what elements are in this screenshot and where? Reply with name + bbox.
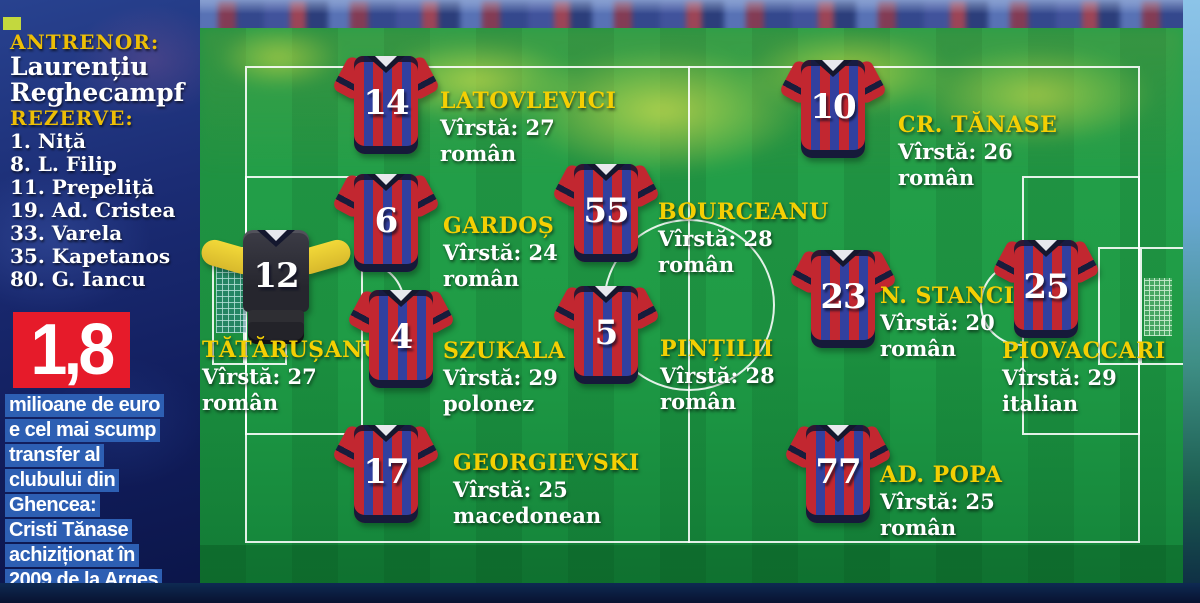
- player-nationality: român: [440, 141, 517, 166]
- player-name: GEORGIEVSKI: [453, 450, 640, 476]
- shirt-number: 5: [594, 313, 619, 353]
- jersey-icon: 17: [331, 421, 441, 523]
- player-nationality: polonez: [443, 391, 535, 416]
- shirt-number: 25: [1023, 267, 1069, 307]
- shirt-number: 14: [363, 83, 409, 123]
- gk-jersey-body: 12: [243, 230, 309, 312]
- player-age: Vîrstă: 28: [660, 363, 775, 388]
- coach-first-name: Laurențiu: [10, 52, 149, 81]
- shirt-number: 17: [363, 452, 409, 492]
- player-nationality: italian: [1002, 391, 1079, 416]
- story-line: achiziționat în: [5, 544, 139, 567]
- player-name: LATOVLEVICI: [440, 88, 617, 114]
- jersey-icon: 5: [551, 282, 661, 384]
- goal-area-right: [1098, 247, 1140, 365]
- player-age: Vîrstă: 25: [880, 489, 995, 514]
- player-nationality: român: [658, 252, 735, 277]
- jersey-icon: 55: [551, 160, 661, 262]
- jersey-icon: 23: [788, 246, 898, 348]
- shirt-number: 77: [815, 452, 861, 492]
- coach-label: ANTRENOR:: [10, 30, 160, 54]
- player-name: GARDOȘ: [443, 213, 555, 239]
- jersey-icon: 4: [346, 286, 456, 388]
- player-age: Vîrstă: 27: [440, 115, 555, 140]
- reserve-item: 35. Kapetanos: [10, 244, 171, 268]
- player-nationality: macedonean: [453, 503, 602, 528]
- player-age: Vîrstă: 26: [898, 139, 1013, 164]
- jersey-icon: 14: [331, 52, 441, 154]
- reserve-item: 80. G. Iancu: [10, 267, 146, 291]
- shirt-number: 12: [253, 256, 299, 296]
- story-line: milioane de euro: [5, 394, 164, 417]
- stadium-light-glow: [0, 0, 1200, 14]
- reserve-item: 11. Prepeliță: [10, 175, 155, 199]
- player-nationality: român: [443, 266, 520, 291]
- player-name: BOURCEANU: [658, 199, 829, 225]
- story-line: clubului din: [5, 469, 120, 492]
- player-name: SZUKALA: [443, 338, 566, 364]
- player-name: PIOVACCARI: [1002, 338, 1166, 364]
- story-line: e cel mai scump: [5, 419, 161, 442]
- player-nationality: român: [880, 336, 957, 361]
- player-age: Vîrstă: 24: [443, 240, 558, 265]
- jersey-icon: 25: [991, 236, 1101, 338]
- gk-shorts: [248, 310, 304, 344]
- jersey-icon: 77: [783, 421, 893, 523]
- shirt-number: 6: [374, 201, 399, 241]
- reserve-item: 33. Varela: [10, 221, 123, 245]
- player-age: Vîrstă: 29: [443, 365, 558, 390]
- transfer-story: milioane de euro e cel mai scump transfe…: [5, 394, 199, 594]
- pitch-apron: [200, 545, 1183, 583]
- jersey-icon: 6: [331, 170, 441, 272]
- shirt-number: 23: [820, 277, 866, 317]
- reserve-item: 8. L. Filip: [10, 152, 117, 176]
- transfer-amount-box: 1,8: [13, 312, 130, 388]
- player-name: CR. TĂNASE: [898, 112, 1058, 138]
- player-nationality: român: [660, 389, 737, 414]
- player-name: TĂTĂRUȘANU: [202, 337, 383, 363]
- photo-edge-bottom: [0, 583, 1200, 603]
- player-name: PINȚILII: [660, 336, 774, 362]
- jersey-icon: 10: [778, 56, 888, 158]
- reserve-item: 19. Ad. Cristea: [10, 198, 176, 222]
- player-name: AD. POPA: [880, 462, 1003, 488]
- player-age: Vîrstă: 28: [658, 226, 773, 251]
- story-line: Cristi Tănase: [5, 519, 133, 542]
- player-nationality: român: [898, 165, 975, 190]
- goal-net-right: [1144, 278, 1172, 336]
- reserve-item: 1. Niță: [10, 129, 86, 153]
- transfer-amount: 1,8: [30, 310, 116, 390]
- coach-last-name: Reghecampf: [10, 78, 185, 107]
- player-age: Vîrstă: 27: [202, 364, 317, 389]
- photo-edge-right: [1183, 0, 1200, 603]
- player-nationality: român: [880, 515, 957, 540]
- player-age: Vîrstă: 25: [453, 477, 568, 502]
- player-name: N. STANCIU: [880, 283, 1035, 309]
- shirt-number: 55: [583, 191, 629, 231]
- photo-artifact-chip: [3, 17, 21, 30]
- info-sidebar: ANTRENOR: Laurențiu Reghecampf REZERVE: …: [0, 0, 200, 603]
- shirt-number: 4: [389, 317, 414, 357]
- player-age: Vîrstă: 29: [1002, 365, 1117, 390]
- story-line: Ghencea:: [5, 494, 101, 517]
- shirt-number: 10: [810, 87, 856, 127]
- story-line: transfer al: [5, 444, 105, 467]
- reserves-label: REZERVE:: [10, 106, 134, 130]
- player-nationality: român: [202, 390, 279, 415]
- player-age: Vîrstă: 20: [880, 310, 995, 335]
- goal-frame-right: [1140, 247, 1183, 365]
- goalkeeper-jersey-icon: 12: [198, 228, 354, 350]
